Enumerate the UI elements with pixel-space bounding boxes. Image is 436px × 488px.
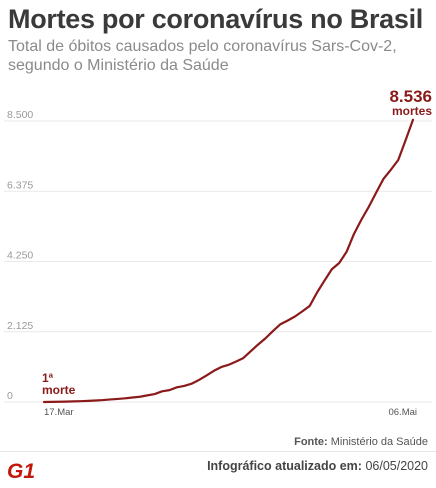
data-point-03.Abr xyxy=(168,389,171,392)
data-point-08.Abr xyxy=(205,374,208,377)
data-point-28.Abr xyxy=(353,233,356,236)
y-tick-label-1: 2.125 xyxy=(7,320,33,332)
y-tick-label-2: 4.250 xyxy=(7,250,33,262)
data-point-22.Mar xyxy=(80,400,83,403)
data-point-11.Abr xyxy=(227,363,230,366)
x-tick-label-0: 17.Mar xyxy=(44,407,74,418)
data-point-28.Mar xyxy=(124,397,127,400)
source-note: Fonte: Ministério da Saúde xyxy=(294,436,428,448)
y-tick-label-3: 6.375 xyxy=(7,179,33,191)
svg-text:G1: G1 xyxy=(7,460,35,481)
data-points xyxy=(43,118,415,403)
data-point-03.Mai xyxy=(389,168,392,171)
y-tick-label-0: 0 xyxy=(7,390,13,402)
data-point-23.Abr xyxy=(316,291,319,294)
deaths-series-line xyxy=(42,118,415,404)
data-point-26.Abr xyxy=(338,262,341,265)
updated-value: 06/05/2020 xyxy=(365,459,428,473)
data-point-04.Mai xyxy=(397,159,400,162)
data-point-14.Abr xyxy=(249,350,252,353)
data-point-25.Abr xyxy=(330,268,333,271)
data-point-20.Abr xyxy=(294,315,297,318)
data-point-12.Abr xyxy=(234,360,237,363)
g1-logo: G1 xyxy=(7,460,35,481)
data-point-30.Mar xyxy=(139,395,142,398)
data-point-21.Abr xyxy=(301,310,304,313)
data-point-19.Mar xyxy=(57,400,60,403)
data-point-16.Abr xyxy=(264,337,267,340)
data-point-01.Abr xyxy=(153,393,156,396)
data-point-15.Abr xyxy=(257,343,260,346)
data-point-09.Abr xyxy=(212,369,215,372)
annotation-first-death-number: 1ª xyxy=(42,371,54,385)
data-point-10.Abr xyxy=(220,366,223,369)
data-point-29.Mar xyxy=(131,396,134,399)
data-point-18.Abr xyxy=(279,323,282,326)
annotation-first-death-word: morte xyxy=(42,383,76,397)
data-point-24.Abr xyxy=(323,279,326,282)
data-point-30.Abr xyxy=(367,206,370,209)
annotation-total-unit: mortes xyxy=(392,104,432,118)
data-point-24.Mar xyxy=(94,399,97,402)
y-tick-label-4: 8.500 xyxy=(7,109,33,121)
data-point-27.Abr xyxy=(345,250,348,253)
data-point-02.Mai xyxy=(382,177,385,180)
data-point-23.Mar xyxy=(87,399,90,402)
data-point-22.Abr xyxy=(308,305,311,308)
x-axis-ticks: 17.Mar 06.Mai xyxy=(44,407,417,418)
source-label: Fonte: xyxy=(294,436,328,448)
data-point-25.Mar xyxy=(102,399,105,402)
data-point-17.Mar xyxy=(43,401,46,404)
data-point-17.Abr xyxy=(271,330,274,333)
data-point-07.Abr xyxy=(198,379,201,382)
y-axis-ticks: 0 2.125 4.250 6.375 8.500 xyxy=(7,109,33,402)
data-point-31.Mar xyxy=(146,394,149,397)
chart-title: Mortes por coronavírus no Brasil xyxy=(8,4,423,34)
data-point-29.Abr xyxy=(360,218,363,221)
data-point-13.Abr xyxy=(242,357,245,360)
chart-subtitle: Total de óbitos causados pelo coronavíru… xyxy=(8,38,397,74)
data-point-06.Abr xyxy=(190,382,193,385)
data-point-05.Abr xyxy=(183,385,186,388)
gridlines xyxy=(4,120,432,403)
data-point-20.Mar xyxy=(65,400,68,403)
x-tick-label-1: 06.Mai xyxy=(388,407,417,418)
source-value: Ministério da Saúde xyxy=(330,436,428,448)
data-point-01.Mai xyxy=(375,191,378,194)
data-point-27.Mar xyxy=(116,398,119,401)
data-point-06.Mai xyxy=(412,118,415,121)
data-point-21.Mar xyxy=(72,400,75,403)
updated-note: Infográfico atualizado em: 06/05/2020 xyxy=(207,459,428,473)
data-point-18.Mar xyxy=(50,400,53,403)
data-point-19.Abr xyxy=(286,319,289,322)
data-point-26.Mar xyxy=(109,398,112,401)
annotation-total-value: 8.536 xyxy=(389,87,432,106)
data-point-05.Mai xyxy=(404,139,407,142)
data-point-02.Abr xyxy=(161,390,164,393)
data-point-04.Abr xyxy=(175,386,178,389)
updated-label: Infográfico atualizado em: xyxy=(207,459,362,473)
footer-divider xyxy=(0,451,436,452)
